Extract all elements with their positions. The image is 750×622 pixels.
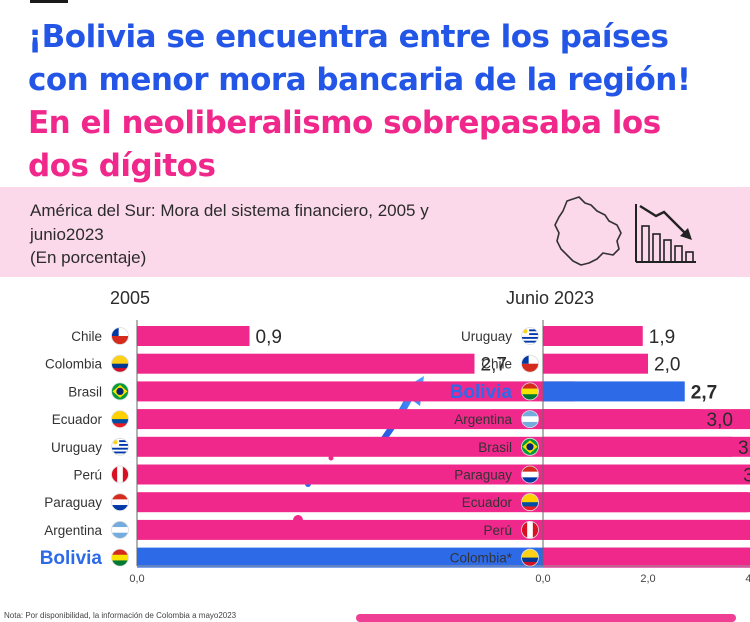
category-label: Paraguay (44, 495, 102, 510)
country-flag-icon (111, 466, 129, 483)
chart-title: Junio 2023 (506, 288, 594, 308)
value-label: 2,7 (481, 355, 507, 376)
category-label: Colombia* (450, 551, 513, 566)
top-accent-bar (30, 0, 68, 3)
country-flag-icon (521, 466, 539, 483)
flag-outline (521, 327, 539, 345)
category-label: Ecuador (52, 412, 103, 427)
bar (543, 381, 685, 402)
flag-outline (521, 493, 539, 512)
category-label: Brasil (68, 384, 102, 399)
bar (543, 492, 748, 513)
flag-outline (111, 493, 129, 512)
category-label: Uruguay (461, 329, 512, 344)
category-label: Perú (483, 523, 512, 538)
country-flag-icon (111, 438, 129, 456)
category-label: Paraguay (454, 468, 512, 483)
country-flag-icon (111, 521, 129, 539)
x-tick-label: 4,0 (745, 573, 750, 585)
country-flag-icon (521, 549, 539, 567)
flag-outline (111, 327, 129, 345)
category-label: Bolivia (40, 548, 103, 569)
x-tick-label: 0,0 (129, 573, 144, 585)
bar (543, 464, 738, 485)
category-label: Ecuador (462, 495, 513, 510)
country-flag-icon (521, 410, 539, 428)
value-label: 3,6 (738, 438, 750, 459)
flag-outline (521, 520, 539, 539)
flag-outline (111, 548, 129, 567)
value-label: 3,7 (743, 466, 750, 487)
x-tick-label: 0,0 (535, 573, 550, 585)
country-flag-icon (111, 327, 129, 345)
flag-outline (521, 437, 539, 456)
headline: ¡Bolivia se encuentra entre los países c… (28, 16, 728, 188)
country-flag-icon (111, 410, 129, 428)
country-flag-icon (521, 521, 539, 539)
bar (543, 353, 648, 374)
flag-outline (521, 382, 539, 401)
bar (543, 519, 750, 540)
flag-outline (521, 410, 539, 429)
subtitle-band (0, 187, 750, 277)
bar (137, 353, 475, 374)
flag-outline (521, 354, 539, 373)
country-flag-icon (521, 438, 539, 456)
bar (137, 326, 250, 346)
footnote: Nota: Por disponibilidad, la información… (4, 611, 237, 620)
value-label: 0,9 (256, 327, 282, 348)
bar-charts: 2005Chile0,9Colombia2,7Brasil3,5Ecuador5… (40, 288, 750, 585)
flag-outline (111, 382, 129, 401)
country-flag-icon (521, 382, 539, 400)
value-label: 2,0 (654, 355, 680, 376)
category-label: Argentina (44, 523, 102, 538)
value-label: 2,7 (691, 382, 717, 403)
bar (543, 326, 643, 346)
category-label: Perú (73, 468, 102, 483)
category-label: Chile (71, 329, 102, 344)
country-flag-icon (111, 549, 129, 567)
value-label: 1,9 (649, 327, 675, 348)
category-label: Bolivia (450, 382, 513, 403)
flag-outline (111, 465, 129, 484)
unit-label: (En porcentaje) (30, 248, 147, 267)
bottom-pink-bar (356, 614, 736, 622)
category-label: Brasil (478, 440, 512, 455)
x-tick-label: 2,0 (640, 573, 655, 585)
flag-outline (111, 437, 129, 456)
chart-subtitle: América del Sur: Mora del sistema financ… (30, 201, 429, 244)
flag-outline (521, 465, 539, 484)
category-label: Argentina (454, 412, 512, 427)
chart-title: 2005 (110, 288, 150, 308)
country-flag-icon (521, 355, 539, 373)
flag-outline (111, 410, 129, 429)
country-flag-icon (111, 493, 129, 511)
bar (137, 381, 575, 402)
flag-outline (111, 520, 129, 539)
category-label: Colombia (45, 357, 103, 372)
country-flag-icon (521, 493, 539, 511)
category-label: Uruguay (51, 440, 102, 455)
flag-outline (521, 548, 539, 567)
headline-part-1: ¡Bolivia se encuentra entre los países c… (28, 19, 691, 98)
bar (543, 409, 701, 430)
bar (543, 547, 750, 568)
country-flag-icon (111, 355, 129, 373)
downtrend-chart-icon (635, 204, 696, 263)
category-label: Chile (481, 357, 512, 372)
flag-outline (111, 354, 129, 373)
bolivia-map-icon (554, 196, 622, 266)
bar (543, 436, 732, 457)
value-label: 3,0 (707, 410, 733, 431)
country-flag-icon (111, 382, 129, 400)
headline-part-2: En el neoliberalismo sobrepasaba los dos… (28, 105, 661, 184)
